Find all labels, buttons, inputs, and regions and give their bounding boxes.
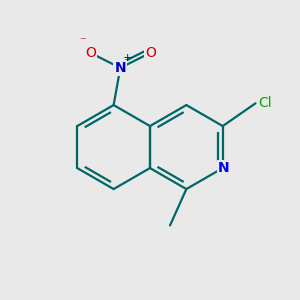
Text: N: N (218, 161, 230, 175)
Text: ⁻: ⁻ (79, 35, 86, 48)
Text: +: + (123, 53, 132, 63)
Text: O: O (85, 46, 96, 60)
Text: O: O (145, 46, 156, 60)
Text: Cl: Cl (259, 96, 272, 110)
Text: N: N (115, 61, 126, 75)
